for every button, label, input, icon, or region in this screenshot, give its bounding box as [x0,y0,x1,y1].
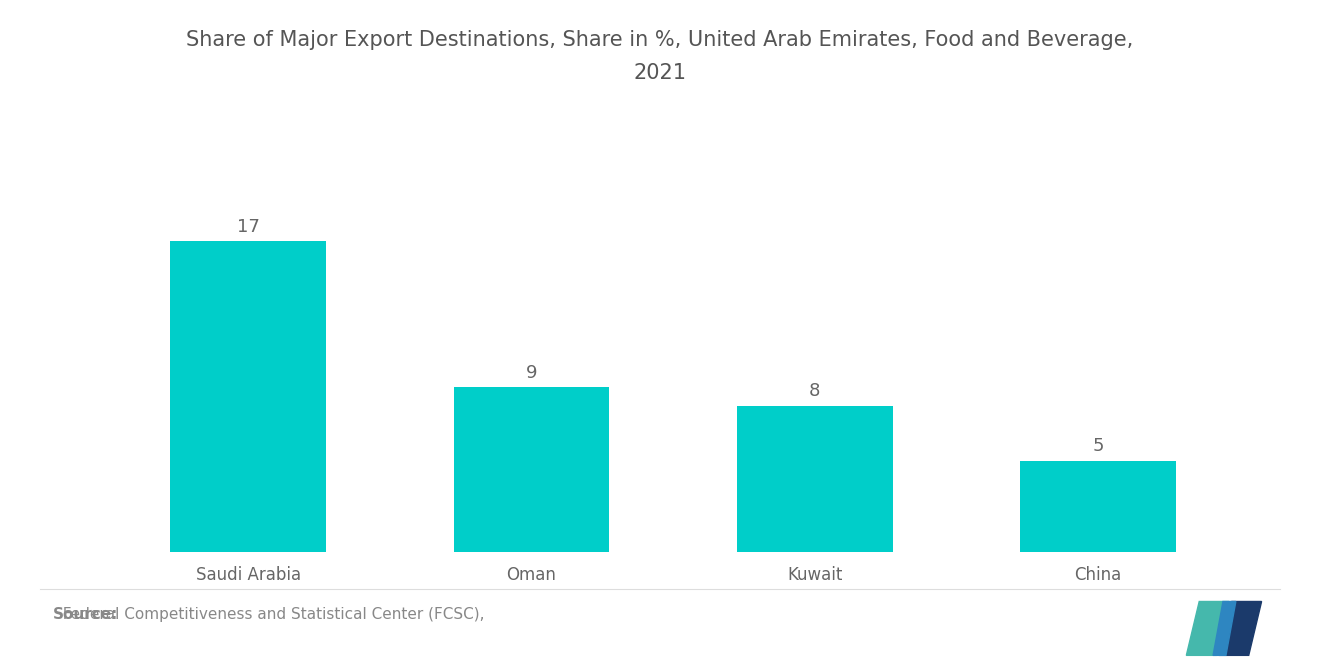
Polygon shape [1220,601,1262,656]
Text: Share of Major Export Destinations, Share in %, United Arab Emirates, Food and B: Share of Major Export Destinations, Shar… [186,30,1134,50]
Text: Source:: Source: [53,606,119,622]
Polygon shape [1187,601,1229,656]
Polygon shape [1213,601,1236,656]
Bar [454,387,610,552]
Text: 8: 8 [809,382,821,400]
Text: 9: 9 [525,364,537,382]
Bar [737,406,892,552]
Bar [170,241,326,552]
Text: Federal Competitiveness and Statistical Center (FCSC),: Federal Competitiveness and Statistical … [53,606,484,622]
Text: 2021: 2021 [634,63,686,83]
Text: 5: 5 [1093,437,1104,455]
Text: 17: 17 [236,217,260,235]
Bar [1020,460,1176,552]
